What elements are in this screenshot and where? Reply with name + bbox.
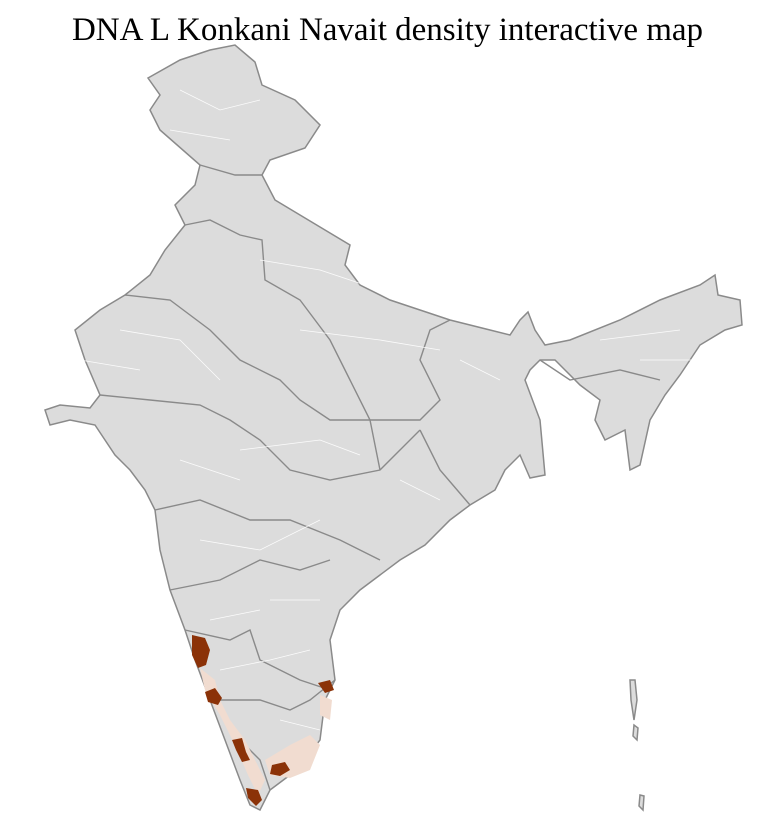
district-high-density[interactable] [205,688,222,705]
district-borders [79,89,700,731]
density-regions [192,635,334,806]
country-outline [44,44,743,812]
district-high-density[interactable] [270,762,290,776]
district-high-density[interactable] [192,635,210,668]
andaman-islands [629,679,645,812]
district-low-density[interactable] [320,695,332,720]
district-high-density[interactable] [246,788,262,806]
map-title: DNA L Konkani Navait density interactive… [71,12,704,48]
district-high-density[interactable] [318,680,334,693]
district-high-density[interactable] [232,738,250,762]
